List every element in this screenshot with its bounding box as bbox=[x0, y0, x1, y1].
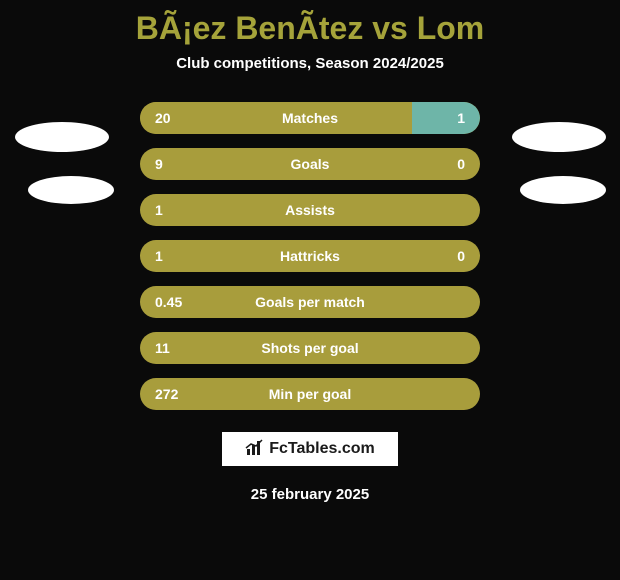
stat-label: Goals per match bbox=[255, 294, 365, 310]
stat-bar: 11 Shots per goal bbox=[140, 332, 480, 364]
stat-label: Min per goal bbox=[269, 386, 351, 402]
stat-label: Shots per goal bbox=[261, 340, 358, 356]
stat-value-right: 1 bbox=[457, 110, 465, 126]
stat-row: 1 Hattricks 0 bbox=[0, 240, 620, 272]
stat-row: 9 Goals 0 bbox=[0, 148, 620, 180]
stat-value-left: 20 bbox=[155, 110, 171, 126]
chart-icon bbox=[245, 439, 265, 460]
player-ellipse-1 bbox=[28, 176, 114, 204]
player-ellipse-3 bbox=[520, 176, 606, 204]
stat-value-left: 9 bbox=[155, 156, 163, 172]
stat-value-left: 0.45 bbox=[155, 294, 182, 310]
stat-bar: 272 Min per goal bbox=[140, 378, 480, 410]
stat-label: Hattricks bbox=[280, 248, 340, 264]
stat-label: Assists bbox=[285, 202, 335, 218]
stat-value-left: 1 bbox=[155, 248, 163, 264]
logo-box: FcTables.com bbox=[220, 430, 400, 468]
stat-row: 272 Min per goal bbox=[0, 378, 620, 410]
stat-value-left: 1 bbox=[155, 202, 163, 218]
stat-bar: 1 Hattricks 0 bbox=[140, 240, 480, 272]
stat-row: 11 Shots per goal bbox=[0, 332, 620, 364]
subtitle: Club competitions, Season 2024/2025 bbox=[0, 55, 620, 72]
player-ellipse-0 bbox=[15, 122, 109, 152]
page-title: BÃ¡ez BenÃ­tez vs Lom bbox=[0, 0, 620, 55]
stat-bar-right-segment bbox=[412, 102, 480, 134]
stat-value-left: 11 bbox=[155, 340, 170, 356]
stat-label: Matches bbox=[282, 110, 338, 126]
stat-value-right: 0 bbox=[457, 156, 465, 172]
stat-bar: 0.45 Goals per match bbox=[140, 286, 480, 318]
date-label: 25 february 2025 bbox=[0, 486, 620, 503]
stat-label: Goals bbox=[291, 156, 330, 172]
stat-bar: 20 Matches 1 bbox=[140, 102, 480, 134]
logo-text: FcTables.com bbox=[269, 440, 375, 458]
stat-row: 0.45 Goals per match bbox=[0, 286, 620, 318]
stat-bar: 9 Goals 0 bbox=[140, 148, 480, 180]
stat-bar-left-segment bbox=[140, 102, 412, 134]
stat-value-left: 272 bbox=[155, 386, 178, 402]
stat-value-right: 0 bbox=[457, 248, 465, 264]
stat-bar: 1 Assists bbox=[140, 194, 480, 226]
player-ellipse-2 bbox=[512, 122, 606, 152]
